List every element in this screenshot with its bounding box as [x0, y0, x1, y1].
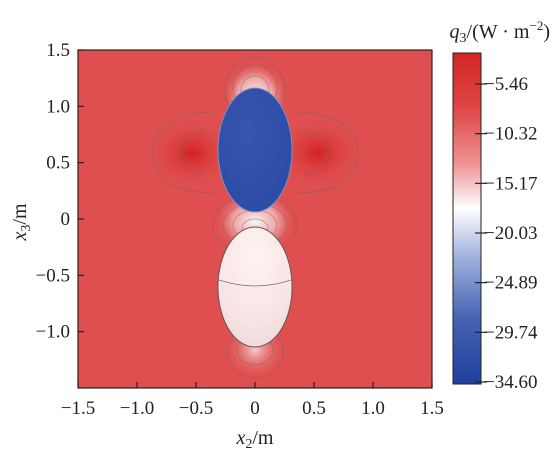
y-tick-label: 1.5 [46, 40, 70, 61]
lower-ellipsoid-contour [218, 279, 292, 287]
y-tick-label: 0.5 [46, 153, 70, 174]
x-tick-label: −1.5 [61, 398, 95, 419]
x-tick-label: 0.5 [302, 398, 326, 419]
x-tick-label: 1.0 [361, 398, 385, 419]
lower-ellipsoid [217, 226, 293, 348]
colorbar-tick-label: −24.89 [484, 273, 537, 294]
x-tick-label: 1.5 [420, 398, 444, 419]
y-axis: 1.5 1.0 0.5 0 −0.5 −1.0 [36, 40, 84, 343]
y-tick-label: −0.5 [36, 265, 70, 286]
y-axis-label: x3/m [9, 203, 34, 241]
y-tick-label: −1.0 [36, 322, 70, 343]
colorbar-ticks: −5.46 −10.32 −15.17 −20.03 −24.89 −29.74 −34.6… [475, 74, 538, 393]
x-axis: −1.5 −1.0 −0.5 0 0.5 1.0 1.5 [61, 382, 444, 419]
heatmap-field [78, 50, 432, 388]
colorbar [452, 52, 482, 385]
colorbar-tick-label: −15.17 [484, 173, 537, 194]
colorbar-tick-label: −10.32 [484, 124, 537, 145]
x-axis-label: x2/m [235, 427, 273, 452]
x-tick-label: 0 [250, 398, 260, 419]
y-tick-label: 1.0 [46, 96, 70, 117]
colorbar-title: q3/(W · m−2) [450, 18, 550, 46]
colorbar-tick-label: −34.60 [484, 372, 537, 393]
right-lobe [276, 119, 360, 187]
colorbar-tick-label: −5.46 [484, 74, 528, 95]
x-tick-label: −1.0 [120, 398, 154, 419]
x-tick-label: −0.5 [179, 398, 213, 419]
colorbar-tick-label: −29.74 [484, 322, 538, 343]
y-tick-label: 0 [61, 209, 71, 230]
upper-ellipsoid [217, 87, 293, 213]
left-lobe [150, 119, 234, 187]
colorbar-tick-label: −20.03 [484, 223, 537, 244]
